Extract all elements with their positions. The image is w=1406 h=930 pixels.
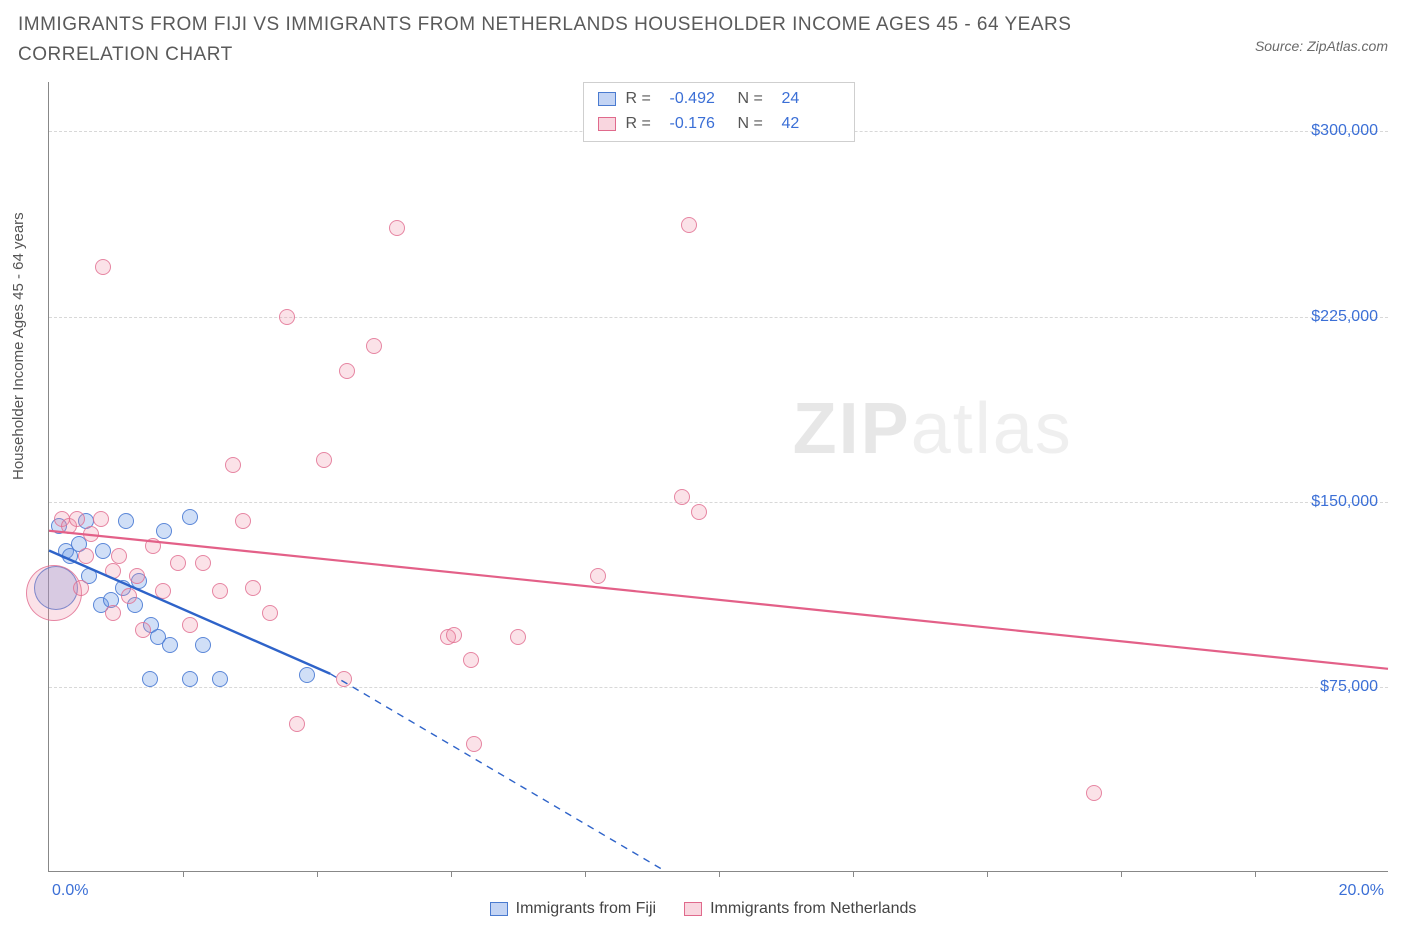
data-point-netherlands [510,629,526,645]
y-axis-title: Householder Income Ages 45 - 64 years [10,212,27,480]
data-point-netherlands [262,605,278,621]
data-point-fiji [182,509,198,525]
data-point-fiji [118,513,134,529]
y-tick-label: $225,000 [1311,308,1378,326]
legend-label: Immigrants from Netherlands [710,900,916,918]
r-value: -0.492 [670,87,728,112]
legend-swatch-pink [684,902,702,916]
x-tick [719,871,720,877]
data-point-netherlands [212,583,228,599]
x-tick [451,871,452,877]
data-point-fiji [156,523,172,539]
data-point-netherlands [681,217,697,233]
legend-swatch-pink [598,117,616,131]
chart-header: IMMIGRANTS FROM FIJI VS IMMIGRANTS FROM … [0,0,1406,71]
data-point-netherlands [135,622,151,638]
x-tick [317,871,318,877]
data-point-netherlands [389,220,405,236]
n-value: 42 [782,112,840,137]
r-label: R = [626,112,660,137]
r-label: R = [626,87,660,112]
grid-line [49,317,1388,318]
data-point-netherlands [121,588,137,604]
data-point-fiji [212,671,228,687]
data-point-netherlands [155,583,171,599]
data-point-netherlands [289,716,305,732]
data-point-netherlands [674,489,690,505]
data-point-netherlands [93,511,109,527]
data-point-netherlands [129,568,145,584]
data-point-netherlands [339,363,355,379]
data-point-netherlands [195,555,211,571]
data-point-netherlands [182,617,198,633]
data-point-fiji [142,671,158,687]
legend-item: Immigrants from Fiji [490,900,656,918]
legend-swatch-blue [490,902,508,916]
chart-title: IMMIGRANTS FROM FIJI VS IMMIGRANTS FROM … [18,10,1118,71]
legend-label: Immigrants from Fiji [516,900,656,918]
data-point-netherlands [279,309,295,325]
legend-swatch-blue [598,92,616,106]
x-tick [987,871,988,877]
watermark-part1: ZIP [793,389,911,469]
x-tick [1255,871,1256,877]
data-point-netherlands [105,563,121,579]
data-point-netherlands [145,538,161,554]
data-point-netherlands [225,457,241,473]
x-tick [183,871,184,877]
data-point-netherlands [691,504,707,520]
y-tick-label: $75,000 [1320,678,1378,696]
data-point-netherlands [590,568,606,584]
y-tick-label: $300,000 [1311,122,1378,140]
data-point-netherlands [69,511,85,527]
data-point-netherlands [73,580,89,596]
data-point-fiji [195,637,211,653]
legend-item: Immigrants from Netherlands [684,900,916,918]
x-axis-max: 20.0% [1339,882,1384,900]
data-point-netherlands [111,548,127,564]
grid-line [49,687,1388,688]
series-legend: Immigrants from Fiji Immigrants from Net… [0,900,1406,918]
x-tick [853,871,854,877]
n-label: N = [738,112,772,137]
x-axis-min: 0.0% [52,882,88,900]
watermark-part2: atlas [911,389,1073,469]
legend-row: R = -0.492 N = 24 [598,87,840,112]
data-point-netherlands [105,605,121,621]
r-value: -0.176 [670,112,728,137]
data-point-netherlands [446,627,462,643]
data-point-netherlands [1086,785,1102,801]
data-point-fiji [162,637,178,653]
x-tick [585,871,586,877]
correlation-legend: R = -0.492 N = 24 R = -0.176 N = 42 [583,82,855,142]
y-tick-label: $150,000 [1311,493,1378,511]
n-label: N = [738,87,772,112]
x-tick [1121,871,1122,877]
legend-row: R = -0.176 N = 42 [598,112,840,137]
trend-lines [49,82,1388,871]
plot-area: R = -0.492 N = 24 R = -0.176 N = 42 ZIPa… [48,82,1388,872]
watermark: ZIPatlas [793,388,1073,470]
data-point-netherlands [170,555,186,571]
data-point-netherlands [466,736,482,752]
n-value: 24 [782,87,840,112]
data-point-fiji [182,671,198,687]
data-point-netherlands [78,548,94,564]
data-point-netherlands [316,452,332,468]
data-point-fiji [95,543,111,559]
grid-line [49,502,1388,503]
data-point-netherlands [245,580,261,596]
data-point-netherlands [366,338,382,354]
data-point-netherlands [235,513,251,529]
data-point-netherlands [463,652,479,668]
data-point-fiji [299,667,315,683]
chart-source: Source: ZipAtlas.com [1255,38,1388,54]
data-point-netherlands [83,526,99,542]
data-point-netherlands [95,259,111,275]
data-point-netherlands [336,671,352,687]
